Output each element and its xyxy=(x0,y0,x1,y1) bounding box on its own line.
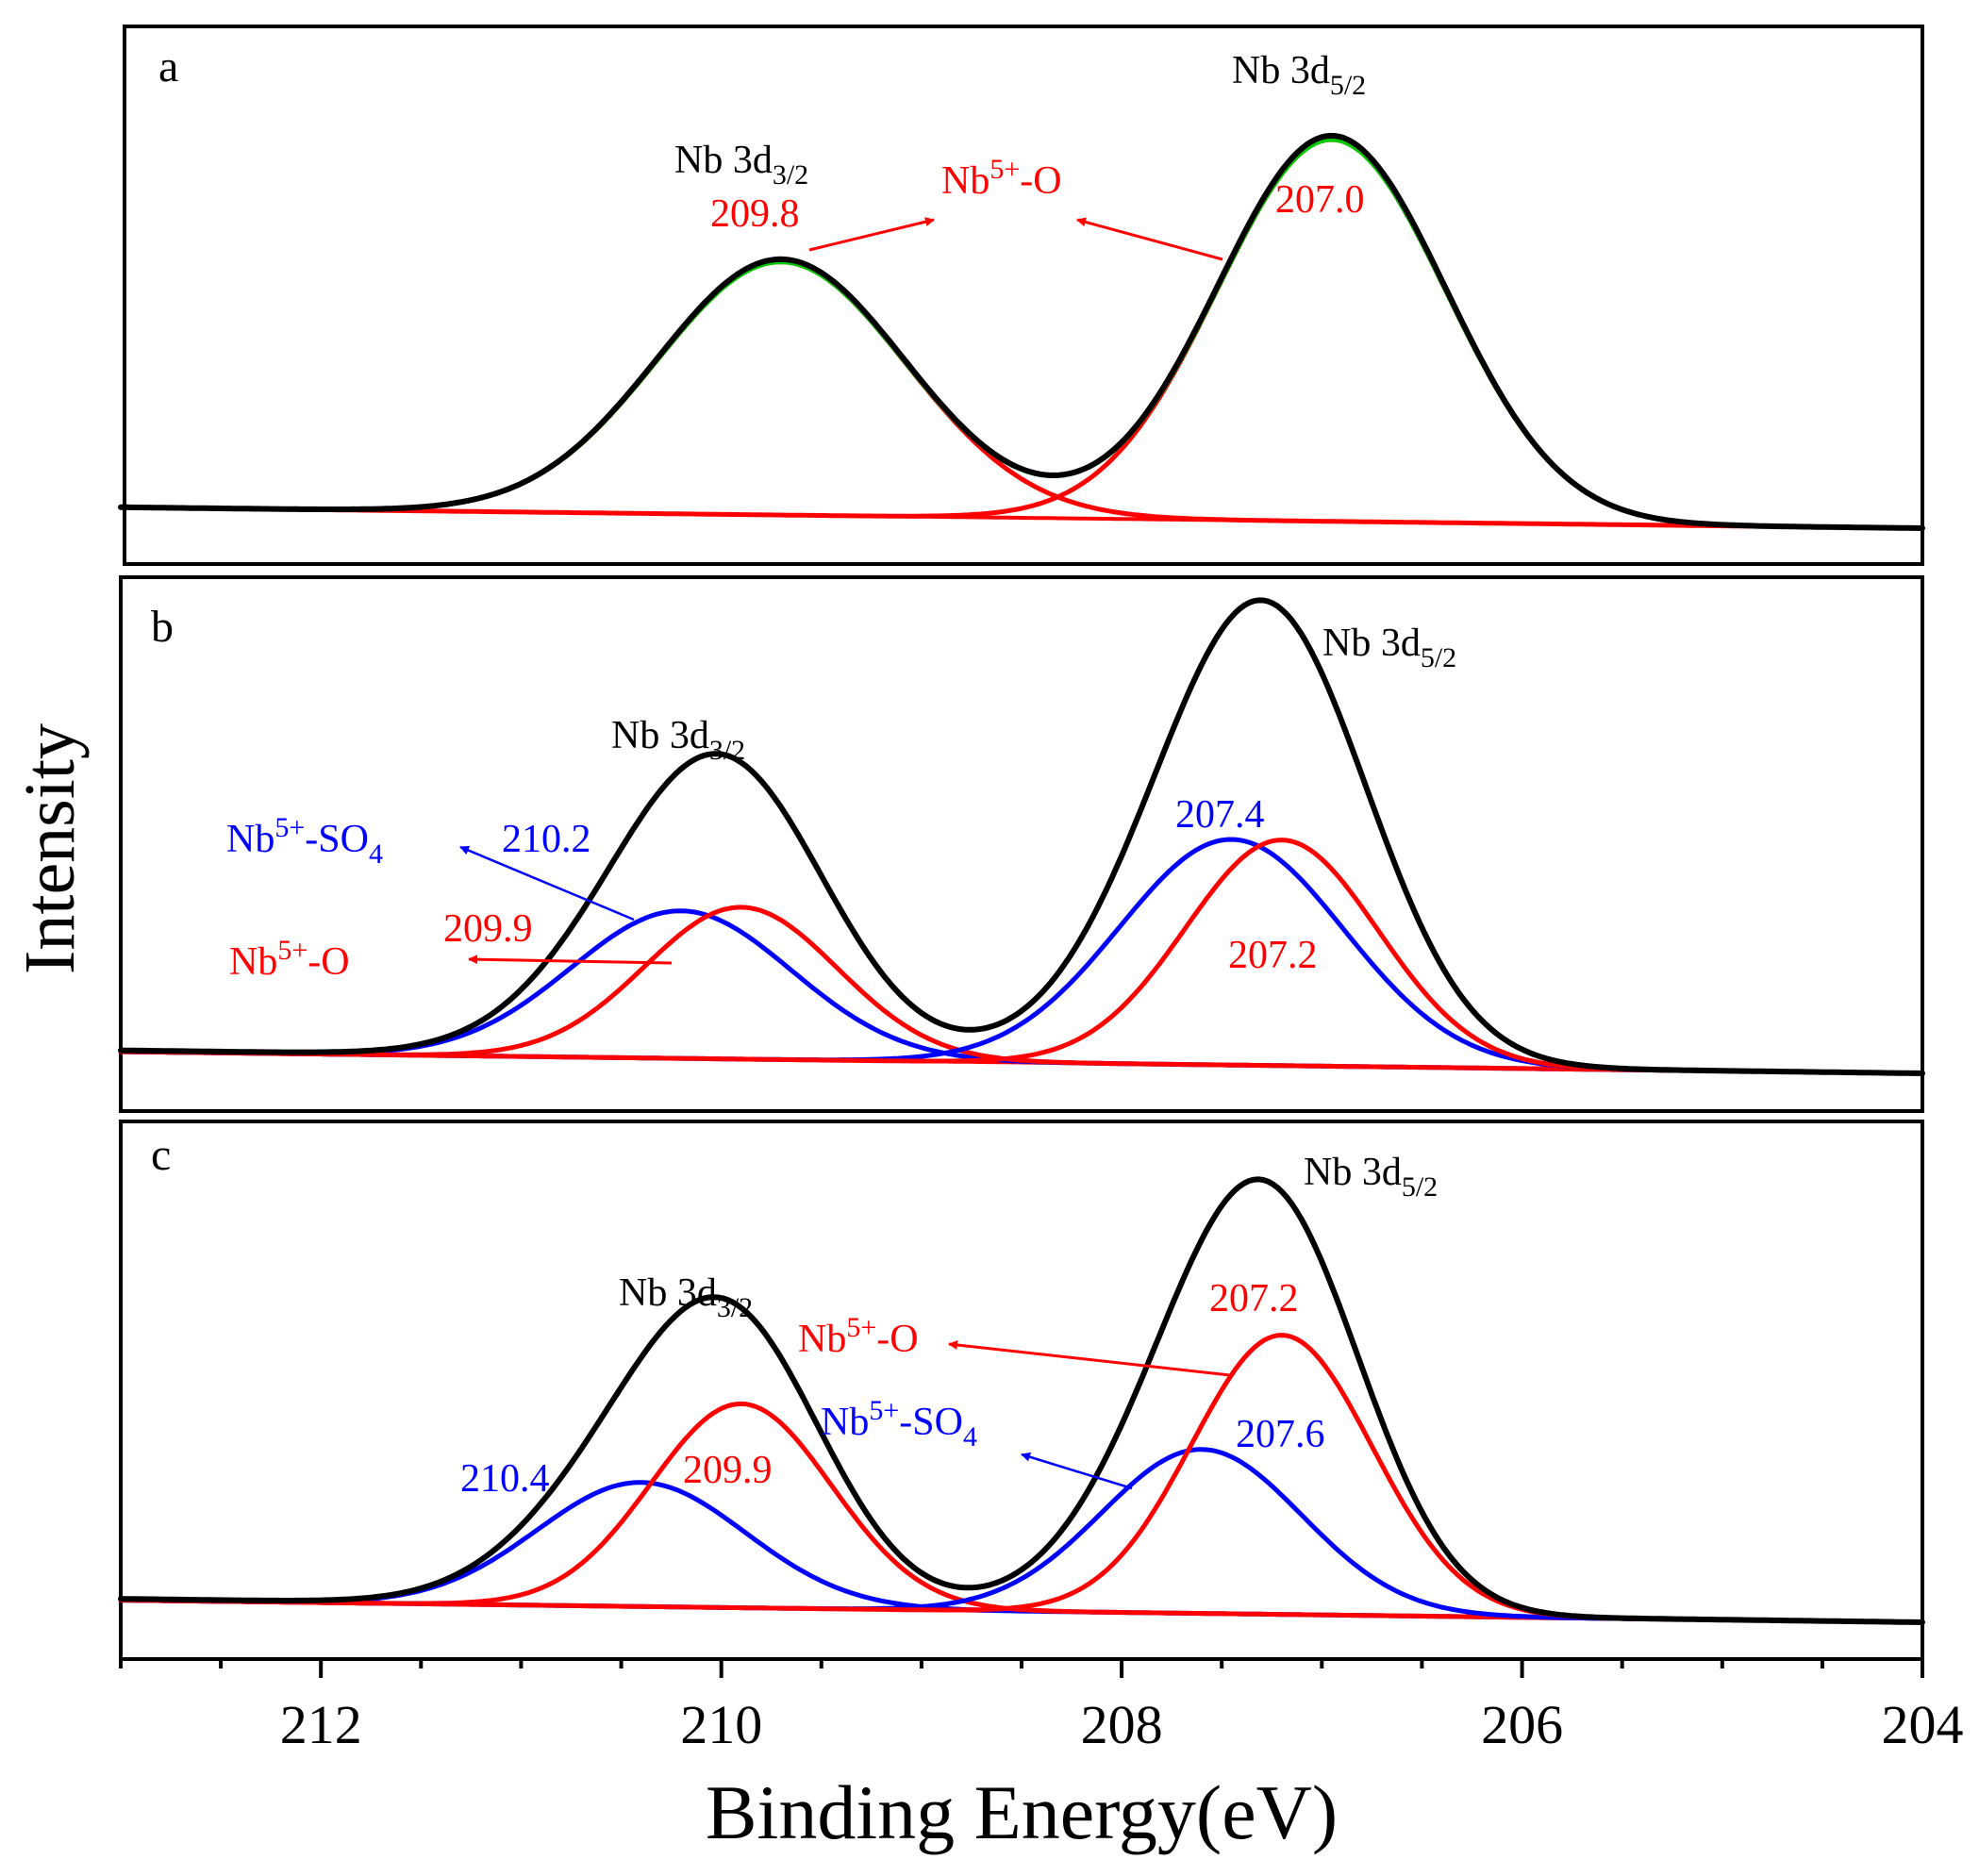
panel-a-letter: a xyxy=(158,42,178,91)
panel-c-letter: c xyxy=(151,1130,171,1180)
x-tick-label: 206 xyxy=(1481,1694,1563,1755)
panel-a-frame xyxy=(123,25,1924,566)
panel-a-peak-label-3d52: Nb 3d5/2 xyxy=(1232,49,1366,101)
panel-b-energy-207-4: 207.4 xyxy=(1175,793,1265,837)
panel-a-component-0 xyxy=(118,259,1925,531)
panel-b-species-nb-o: Nb5+-O xyxy=(229,935,350,984)
panel-b-arrow-so4 xyxy=(459,845,635,921)
panel-b-envelope xyxy=(118,597,1925,1076)
panel-c-species-nb-o: Nb5+-O xyxy=(798,1312,919,1361)
panel-c-species-nb-so4: Nb5+-SO4 xyxy=(821,1395,977,1453)
panel-b-peak-label-3d52: Nb 3d5/2 xyxy=(1322,622,1456,673)
panel-b-component-2 xyxy=(118,837,1925,1076)
panel-a-species-nb-o: Nb5+-O xyxy=(941,154,1062,203)
panel-b-species-nb-so4: Nb5+-SO4 xyxy=(226,812,383,870)
panel-b-curves xyxy=(118,597,1925,1076)
panel-c-energy-210-4: 210.4 xyxy=(460,1457,550,1501)
panel-c-curves xyxy=(118,1176,1925,1625)
panel-c-peak-label-3d32: Nb 3d3/2 xyxy=(619,1271,753,1323)
panel-a-arrow-right xyxy=(1076,217,1223,261)
panel-c-peak-label-3d52: Nb 3d5/2 xyxy=(1304,1151,1438,1203)
panel-a-envelope xyxy=(118,132,1925,531)
panel-a-energy-209-8: 209.8 xyxy=(710,192,800,236)
panel-a-arrow-left xyxy=(808,217,935,252)
panel-c-energy-207-2: 207.2 xyxy=(1209,1277,1299,1320)
panel-c-arrow-o xyxy=(948,1340,1231,1377)
x-axis: 212 210 208 206 204 xyxy=(119,1659,1964,1755)
panel-c-arrow-so4 xyxy=(1021,1452,1133,1490)
x-axis-title: Binding Energy(eV) xyxy=(706,1769,1338,1855)
x-tick-label: 210 xyxy=(680,1694,762,1755)
panel-b-peak-label-3d32: Nb 3d3/2 xyxy=(611,714,745,766)
x-tick-label: 212 xyxy=(280,1694,362,1755)
panel-b-energy-210-2: 210.2 xyxy=(502,818,591,861)
panel-a-energy-207-0: 207.0 xyxy=(1275,178,1365,222)
y-axis-title: Intensity xyxy=(10,723,90,974)
panel-a-curves xyxy=(118,132,1925,531)
x-tick-label: 208 xyxy=(1081,1694,1163,1755)
panel-b-energy-209-9: 209.9 xyxy=(443,907,533,951)
panel-c-energy-207-6: 207.6 xyxy=(1236,1413,1325,1456)
panel-a-peak-label-3d32: Nb 3d3/2 xyxy=(674,139,808,191)
panel-b-energy-207-2: 207.2 xyxy=(1228,934,1318,977)
panel-c-envelope xyxy=(118,1176,1925,1625)
panel-c-component-1 xyxy=(118,1401,1925,1625)
x-tick-label: 204 xyxy=(1882,1694,1964,1755)
panel-b-arrow-o xyxy=(468,955,673,965)
panel-b-letter: b xyxy=(151,602,174,652)
panel-b-component-3 xyxy=(118,838,1925,1076)
panel-c-energy-209-9: 209.9 xyxy=(683,1449,773,1492)
panel-b-frame xyxy=(119,575,1924,1113)
